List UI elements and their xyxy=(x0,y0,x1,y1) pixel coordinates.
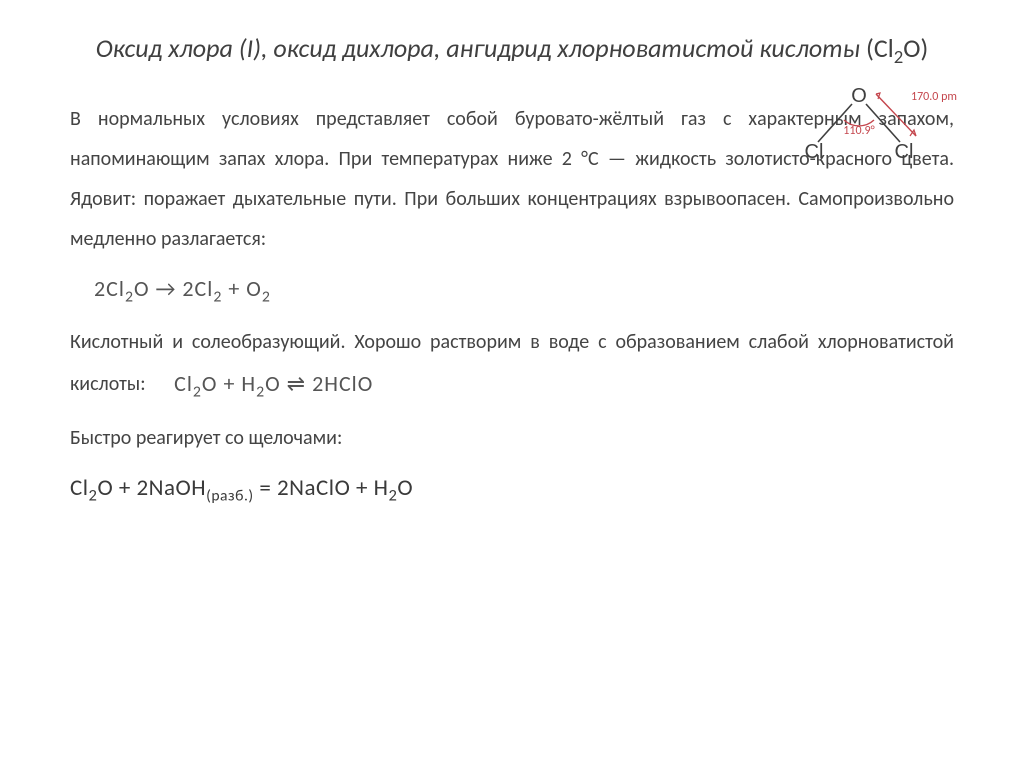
paragraph-solubility: Кислотный и солеобразующий. Хорошо раств… xyxy=(70,322,954,408)
equation-hydrolysis: Cl2O + H2O ⇌ 2HClO xyxy=(174,362,373,408)
page-title: Оксид хлора (I), оксид дихлора, ангидрид… xyxy=(70,32,954,71)
atom-center: O xyxy=(851,86,867,107)
atom-right: Cl xyxy=(895,141,914,163)
title-italic: Оксид хлора (I), оксид дихлора, ангидрид… xyxy=(96,32,860,64)
atom-left: Cl xyxy=(805,141,824,163)
paragraph-alkali: Быстро реагирует со щелочами: xyxy=(70,418,954,458)
title-formula: (Cl2O) xyxy=(866,32,928,64)
equation-alkali: Cl2O + 2NaOH(разб.) = 2NaClO + H2O xyxy=(70,468,954,506)
bond-length-label: 170.0 pm xyxy=(911,90,957,104)
equation-decomposition: 2Cl2O → 2Cl2 + O2 xyxy=(70,269,954,322)
angle-label: 110.9° xyxy=(843,124,874,138)
bond-length-arrow xyxy=(876,94,916,136)
molecule-diagram: O Cl Cl 110.9° 170.0 pm xyxy=(796,86,966,168)
